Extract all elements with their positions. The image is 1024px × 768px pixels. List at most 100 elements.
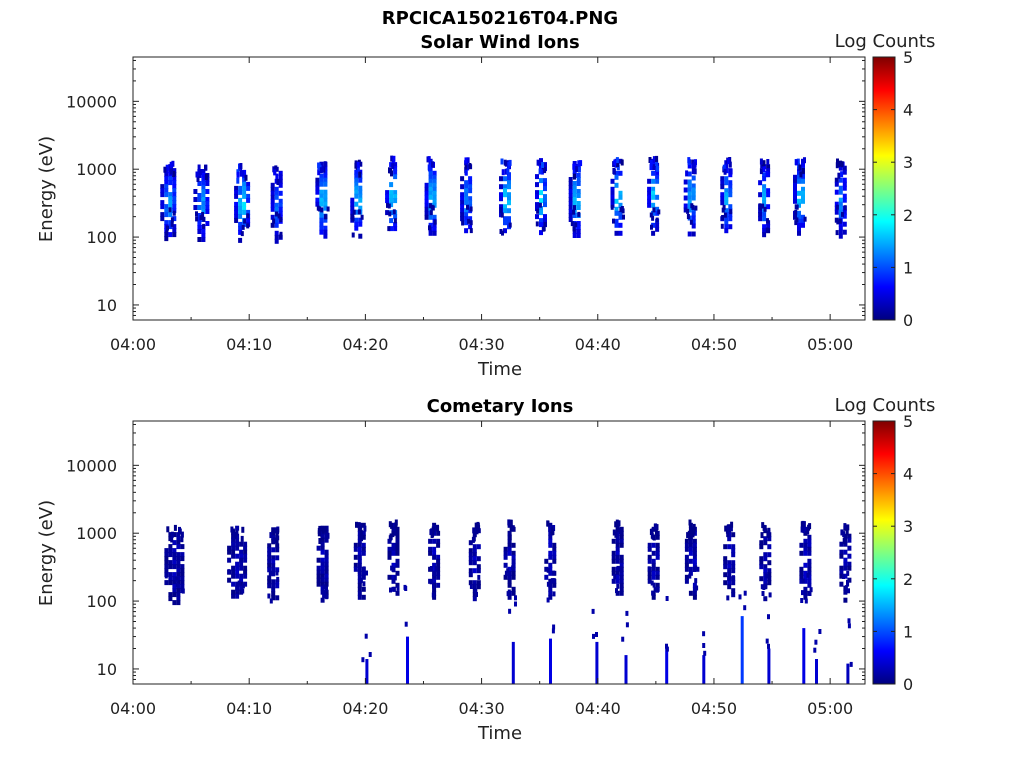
data-cell: [393, 575, 397, 581]
data-cell: [727, 569, 731, 575]
data-cell: [234, 209, 239, 215]
data-cell: [432, 222, 437, 228]
data-cell: [274, 206, 279, 212]
data-cell: [765, 227, 769, 233]
data-cell: [275, 555, 280, 561]
data-cell: [164, 204, 169, 210]
data-cell: [738, 594, 742, 600]
data-cell: [238, 189, 243, 195]
data-cell: [840, 171, 844, 178]
data-cell: [429, 210, 433, 216]
data-cell: [647, 558, 652, 564]
data-cell: [321, 166, 325, 173]
data-cell: [390, 522, 394, 529]
data-cell: [246, 223, 250, 229]
data-cell: [230, 526, 234, 533]
data-cell: [503, 208, 507, 214]
data-cell: [353, 562, 358, 568]
data-cell: [539, 198, 543, 204]
data-cell: [315, 177, 320, 183]
data-cell: [168, 224, 173, 230]
data-cell: [361, 530, 366, 536]
data-cell: [839, 565, 844, 571]
data-cell: [164, 212, 169, 218]
data-cell: [316, 557, 321, 563]
data-cell: [361, 594, 366, 600]
data-cell: [393, 190, 398, 196]
data-cell: [326, 532, 330, 539]
data-cell: [368, 652, 372, 657]
data-cell: [651, 190, 656, 196]
data-cell: [320, 549, 325, 555]
data-cell: [691, 168, 695, 175]
data-cell: [429, 529, 433, 536]
data-cell: [657, 209, 661, 215]
data-cell: [548, 538, 553, 544]
data-cell: [235, 581, 239, 587]
data-cell: [239, 581, 244, 587]
data-cell: [393, 194, 398, 200]
data-cell: [390, 155, 394, 162]
data-cell: [431, 592, 435, 598]
data-cell: [647, 186, 652, 192]
data-cell: [238, 225, 243, 231]
data-cell: [650, 528, 654, 535]
data-cell: [797, 230, 801, 236]
data-cell: [472, 552, 477, 558]
data-cell: [428, 190, 433, 196]
data-cell: [720, 192, 725, 198]
data-cell: [231, 553, 236, 559]
data-cell: [572, 181, 577, 186]
data-cell: [760, 584, 764, 590]
data-cell: [767, 572, 772, 578]
data-cell: [172, 588, 177, 594]
data-cell: [793, 214, 797, 220]
data-cell: [577, 211, 581, 217]
data-cell: [168, 548, 173, 554]
y-tick-label: 10000: [66, 456, 117, 475]
data-cell: [568, 205, 573, 210]
solar-wind-colorbar-label: Log Counts: [835, 31, 936, 52]
data-cell: [651, 562, 656, 568]
data-cell: [475, 592, 478, 597]
data-cell: [231, 581, 236, 587]
low-energy-streak: [846, 663, 850, 684]
data-cell: [535, 182, 539, 188]
data-cell: [205, 201, 210, 206]
data-cell: [834, 201, 839, 207]
data-cell: [201, 169, 206, 174]
data-cell: [647, 190, 652, 196]
data-cell: [807, 566, 812, 572]
data-cell: [576, 181, 581, 186]
data-cell: [722, 204, 726, 210]
data-cell: [683, 195, 688, 201]
data-cell: [615, 588, 618, 594]
data-cell: [468, 224, 473, 230]
data-cell: [655, 210, 660, 216]
data-cell: [356, 165, 360, 172]
data-cell: [688, 546, 693, 552]
data-cell: [651, 178, 656, 184]
data-cell: [274, 186, 279, 192]
data-cell: [507, 570, 512, 576]
colorbar-tick-label: 4: [903, 101, 913, 120]
data-cell: [235, 533, 240, 539]
data-cell: [507, 192, 511, 198]
data-cell: [323, 173, 328, 179]
data-cell: [176, 576, 181, 582]
data-cell: [354, 169, 359, 175]
data-cell: [197, 193, 202, 198]
burst: [503, 519, 516, 600]
data-cell: [164, 180, 169, 186]
data-cell: [687, 163, 692, 169]
data-cell: [315, 181, 320, 187]
data-cell: [319, 229, 324, 235]
data-cell: [687, 231, 692, 237]
data-cell: [720, 176, 725, 182]
data-cell: [279, 233, 283, 239]
data-cell: [201, 185, 206, 190]
data-cell: [270, 214, 275, 220]
data-cell: [807, 538, 812, 544]
data-cell: [168, 196, 173, 202]
data-cell: [763, 552, 768, 558]
